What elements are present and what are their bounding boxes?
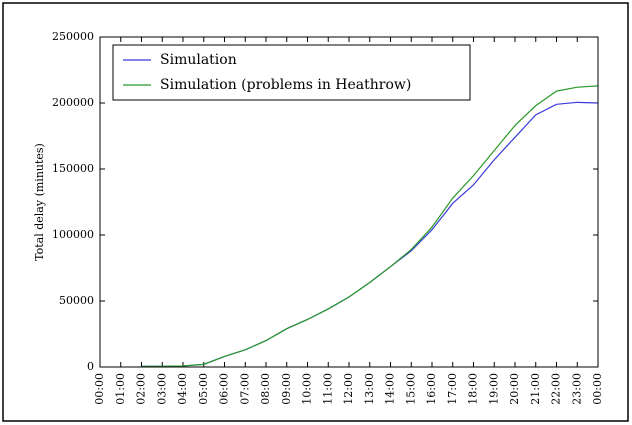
x-tick-label: 05:00 [197, 373, 210, 405]
y-tick-label: 150000 [52, 162, 94, 175]
x-tick-label: 17:00 [446, 373, 459, 405]
plot-border [99, 36, 599, 368]
legend-label: Simulation (problems in Heathrow) [160, 77, 411, 93]
x-tick-label: 07:00 [238, 373, 251, 405]
x-tick-label: 00:00 [591, 373, 604, 405]
x-tick-label: 09:00 [280, 373, 293, 405]
x-tick-label: 08:00 [259, 373, 272, 405]
x-tick-label: 19:00 [487, 373, 500, 405]
legend [112, 44, 471, 101]
x-tick-label: 16:00 [425, 373, 438, 405]
y-tick-label: 50000 [59, 294, 94, 307]
y-tick-label: 250000 [52, 30, 94, 43]
y-tick-label: 0 [87, 360, 94, 373]
x-tick-label: 03:00 [155, 373, 168, 405]
x-tick-label: 11:00 [321, 373, 334, 405]
x-tick-label: 02:00 [135, 373, 148, 405]
x-tick-label: 14:00 [384, 373, 397, 405]
x-tick-label: 22:00 [550, 373, 563, 405]
x-tick-label: 04:00 [176, 373, 189, 405]
x-tick-label: 01:00 [114, 373, 127, 405]
x-tick-label: 15:00 [404, 373, 417, 405]
y-axis-label: Total delay (minutes) [33, 143, 46, 261]
legend-label: Simulation [160, 52, 237, 68]
x-tick-label: 18:00 [467, 373, 480, 405]
x-tick-label: 06:00 [218, 373, 231, 405]
x-tick-label: 12:00 [342, 373, 355, 405]
series-line [141, 101, 599, 367]
series-line [141, 85, 599, 367]
x-tick-label: 21:00 [529, 373, 542, 405]
x-tick-label: 23:00 [570, 373, 583, 405]
x-tick-label: 00:00 [93, 373, 106, 405]
x-tick-label: 20:00 [508, 373, 521, 405]
y-tick-label: 100000 [52, 228, 94, 241]
x-tick-label: 10:00 [301, 373, 314, 405]
y-tick-label: 200000 [52, 96, 94, 109]
x-tick-label: 13:00 [363, 373, 376, 405]
